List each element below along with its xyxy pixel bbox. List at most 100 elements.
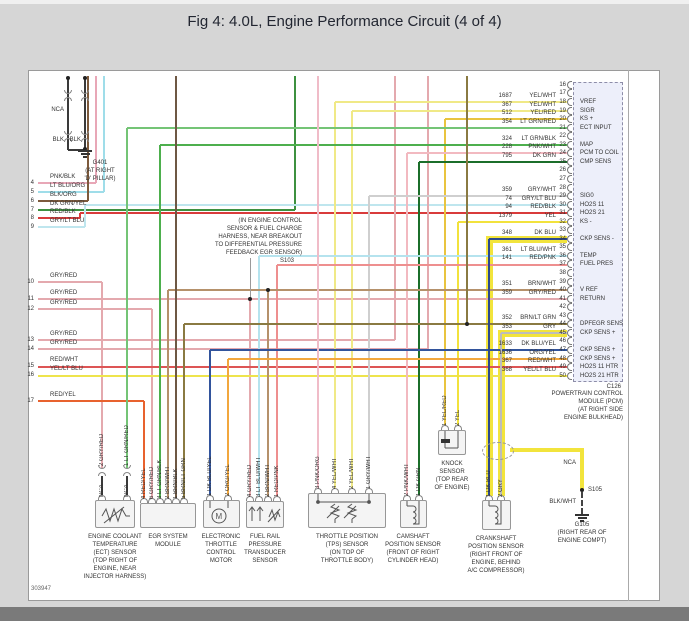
component-pin-bump — [140, 498, 148, 503]
component-pin-bump — [148, 498, 156, 503]
component-pin-bump — [497, 495, 505, 500]
component-name: OF ENGINE) — [434, 485, 470, 491]
pcm-pin-number: 39 — [559, 279, 566, 285]
wire-segment — [501, 332, 567, 334]
component-name: INJECTOR HARNESS) — [83, 574, 147, 580]
pcm-pin-label: CKP SENS + — [580, 356, 616, 362]
left-pin-number: 12 — [27, 306, 34, 312]
connector-pin-arc — [567, 132, 572, 140]
wire-segment — [500, 333, 502, 496]
wire-color-label: GRY/RED — [50, 273, 78, 279]
connector-pin-arc — [567, 235, 572, 243]
pcm-pin-label: HO2S 11 — [580, 202, 605, 208]
component-pin-bump — [365, 488, 373, 493]
wire-color-label: BRN/LT GRN — [520, 315, 556, 321]
wire-segment — [419, 161, 567, 163]
component-pin-bump — [264, 496, 272, 501]
shield-ellipse-icon — [482, 442, 514, 460]
circuit-number: 94 — [505, 204, 512, 210]
pcm-pin-number: 23 — [559, 142, 566, 148]
note-text: TO DIFFERENTIAL PRESSURE — [214, 242, 302, 248]
component-pin-bump — [314, 488, 322, 493]
pcm-pin-number: 36 — [559, 253, 566, 259]
ground-location: (AT RIGHT — [85, 168, 115, 174]
pcm-pin-number: 22 — [559, 133, 566, 139]
inline-connector-icon — [64, 97, 72, 101]
wire-color-label: RED/BLK — [50, 209, 76, 215]
circuit-number: 1379 — [498, 213, 512, 219]
wire-segment — [581, 492, 583, 514]
pcm-pin-label: CKP SENS + — [580, 347, 616, 353]
wire-color-label: 1 RED/PNK — [274, 465, 280, 497]
left-pin-number: 15 — [27, 363, 34, 369]
circuit-number: 1636 — [498, 350, 512, 356]
connector-pin-arc — [567, 226, 572, 234]
left-pin-number: 13 — [27, 337, 34, 343]
note-text: FEEDBACK EGR SENSOR) — [225, 250, 302, 256]
connector-pin-arc — [567, 107, 572, 115]
component-pin-bump — [180, 498, 188, 503]
component-box-ckp — [482, 500, 511, 530]
component-name: EGR SYSTEM — [148, 534, 188, 540]
component-pin-bump — [403, 495, 411, 500]
wire-color-label: 2 YEL — [455, 409, 461, 426]
pcm-pin-number: 46 — [559, 338, 566, 344]
pcm-pin-number: 42 — [559, 304, 566, 310]
note-text: SENSOR & FUEL CHARGE — [226, 226, 302, 232]
component-pin-bump — [331, 488, 339, 493]
component-name: (RIGHT FRONT OF — [469, 552, 523, 558]
circuit-number: 228 — [501, 144, 512, 150]
wire-segment — [38, 200, 88, 202]
wire-segment — [427, 76, 429, 349]
wire-color-label: LT GRN/BLK — [521, 136, 556, 142]
top-strip — [0, 0, 689, 4]
pcm-pin-number: 28 — [559, 185, 566, 191]
wire-color-label: YEL/LT BLU — [523, 367, 556, 373]
wire-color-label: YEL/RED — [530, 110, 556, 116]
wire-segment — [84, 78, 86, 148]
connector-pin-arc — [567, 329, 572, 337]
wire-color-label: BRN/WHT — [528, 281, 556, 287]
pcm-pin-label: CMP SENS — [580, 159, 612, 165]
wire-color-label: 4 YEL/WHT — [332, 457, 338, 489]
wire-color-label: RED/WHT — [528, 358, 556, 364]
connector-pin-arc — [567, 355, 572, 363]
pcm-pin-label: SIGR — [580, 108, 595, 114]
wire-segment — [444, 119, 446, 426]
wire-color-label: DK GRN — [532, 153, 556, 159]
wire-color-label: 3 PNK/ORG — [315, 456, 321, 489]
connector-pin-arc — [567, 372, 572, 380]
pcm-pin-number: 29 — [559, 193, 566, 199]
component-box-egr — [140, 503, 196, 528]
connector-pin-arc — [567, 166, 572, 174]
ground-location: ENGINE COMPT) — [557, 538, 607, 544]
wire-segment — [228, 358, 567, 360]
inline-connector-icon — [64, 90, 72, 94]
component-symbol-icon — [488, 501, 502, 525]
wire-segment — [183, 324, 185, 499]
wire-color-label: GRY/RED — [50, 331, 78, 337]
connector-pin-arc — [567, 141, 572, 149]
component-pin-bump — [164, 498, 172, 503]
wire-color-label: GRY/LT BLU — [50, 218, 85, 224]
svg-text:M: M — [216, 512, 223, 521]
ground-symbol — [577, 517, 587, 519]
pcm-pin-label: RETURN — [580, 296, 605, 302]
pcm-pin-number: 24 — [559, 150, 566, 156]
left-pin-number: 8 — [30, 215, 34, 221]
wire-color-label: GRY/LT BLU — [521, 196, 556, 202]
component-pin-bump — [123, 495, 131, 500]
left-pin-number: 10 — [27, 279, 34, 285]
component-pin-bump — [224, 495, 232, 500]
wire-segment — [258, 256, 260, 497]
component-pin-bump — [255, 496, 263, 501]
connector-pin-arc — [567, 303, 572, 311]
component-pin-bump — [454, 425, 462, 430]
wire-segment — [38, 366, 567, 368]
wire-segment — [38, 375, 567, 377]
wire-segment — [127, 127, 567, 129]
component-name: (TOP RIGHT OF — [92, 558, 138, 564]
pcm-pin-number: 50 — [559, 373, 566, 379]
left-pin-number: 11 — [27, 296, 34, 302]
component-name: (ON TOP OF — [329, 550, 365, 556]
